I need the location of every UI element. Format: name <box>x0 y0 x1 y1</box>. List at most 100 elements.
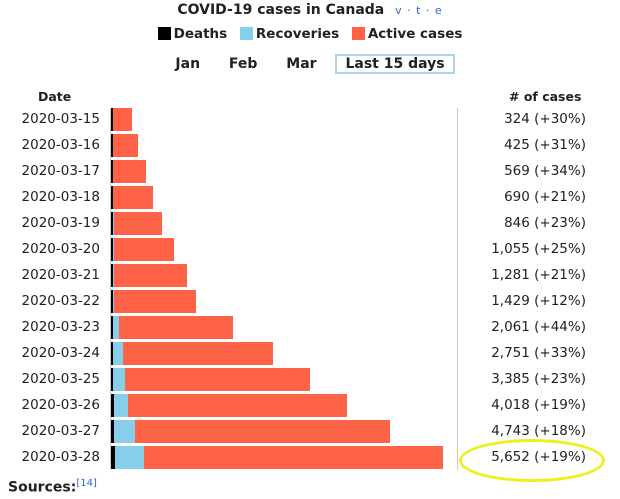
bar-segment-deaths <box>111 264 113 287</box>
count-label-2020-03-17: 569 (+34%) <box>504 163 586 179</box>
legend-deaths: Deaths <box>157 26 228 42</box>
bar-segment-active-cases <box>143 446 443 469</box>
legend-swatch-recoveries <box>239 27 253 40</box>
date-label-2020-03-15: 2020-03-15 <box>21 111 100 127</box>
highlight-circle <box>459 439 605 482</box>
count-label-2020-03-15: 324 (+30%) <box>504 111 586 127</box>
bar-segment-recoveries <box>113 238 114 261</box>
count-label-2020-03-26: 4,018 (+19%) <box>491 397 586 413</box>
cases-column-header: # of cases <box>509 89 582 104</box>
bar-segment-recoveries <box>114 446 144 469</box>
date-label-2020-03-27: 2020-03-27 <box>21 423 100 439</box>
count-label-2020-03-16: 425 (+31%) <box>504 137 586 153</box>
bar-segment-active-cases <box>119 316 233 339</box>
bar-segment-active-cases <box>113 290 196 313</box>
bar-segment-recoveries <box>113 368 125 391</box>
date-label-2020-03-16: 2020-03-16 <box>21 137 100 153</box>
bar-2020-03-20[interactable] <box>111 238 175 261</box>
column-divider <box>457 108 458 470</box>
chart-title: COVID-19 cases in Canada v · t · e <box>0 2 620 18</box>
bar-segment-active-cases <box>128 394 347 417</box>
bar-segment-recoveries <box>113 212 114 235</box>
sources: Sources:[14] <box>8 478 97 496</box>
date-label-2020-03-20: 2020-03-20 <box>21 241 100 257</box>
chart-title-text: COVID-19 cases in Canada <box>177 2 385 18</box>
period-selector: Jan Feb Mar Last 15 days <box>0 54 620 74</box>
bar-segment-active-cases <box>113 134 138 157</box>
legend-label-active: Active cases <box>367 26 463 42</box>
bar-2020-03-25[interactable] <box>111 368 310 391</box>
legend: Deaths Recoveries Active cases <box>0 26 620 42</box>
bar-2020-03-22[interactable] <box>111 290 196 313</box>
count-label-2020-03-19: 846 (+23%) <box>504 215 586 231</box>
bar-segment-active-cases <box>113 212 163 235</box>
date-label-2020-03-21: 2020-03-21 <box>21 267 100 283</box>
period-mar[interactable]: Mar <box>286 56 317 72</box>
bar-segment-deaths <box>111 316 113 339</box>
bar-segment-active-cases <box>113 186 153 209</box>
chart-baseline <box>110 108 111 470</box>
date-column-header: Date <box>38 89 72 104</box>
bar-2020-03-16[interactable] <box>111 134 138 157</box>
count-label-2020-03-24: 2,751 (+33%) <box>491 345 586 361</box>
legend-recoveries: Recoveries <box>239 26 340 42</box>
bar-segment-deaths <box>111 212 113 235</box>
legend-label-deaths: Deaths <box>173 26 228 42</box>
bar-segment-active-cases <box>124 368 310 391</box>
period-feb[interactable]: Feb <box>228 56 258 72</box>
bar-2020-03-19[interactable] <box>111 212 163 235</box>
count-label-2020-03-18: 690 (+21%) <box>504 189 586 205</box>
date-label-2020-03-19: 2020-03-19 <box>21 215 100 231</box>
count-label-2020-03-23: 2,061 (+44%) <box>491 319 586 335</box>
bar-segment-deaths <box>111 342 113 365</box>
legend-label-recoveries: Recoveries <box>255 26 340 42</box>
date-label-2020-03-22: 2020-03-22 <box>21 293 100 309</box>
bar-segment-active-cases <box>122 342 274 365</box>
bar-segment-deaths <box>111 290 113 313</box>
bar-2020-03-15[interactable] <box>111 108 132 131</box>
bar-2020-03-18[interactable] <box>111 186 153 209</box>
bar-segment-active-cases <box>113 238 175 261</box>
count-label-2020-03-20: 1,055 (+25%) <box>491 241 586 257</box>
bar-segment-deaths <box>111 420 114 443</box>
sources-ref-link[interactable]: [14] <box>76 478 97 489</box>
bar-2020-03-28[interactable] <box>111 446 443 469</box>
bar-segment-recoveries <box>113 264 114 287</box>
bar-2020-03-21[interactable] <box>111 264 188 287</box>
bar-segment-deaths <box>111 368 114 391</box>
date-label-2020-03-26: 2020-03-26 <box>21 397 100 413</box>
bar-segment-recoveries <box>113 342 123 365</box>
bar-2020-03-27[interactable] <box>111 420 390 443</box>
count-label-2020-03-22: 1,429 (+12%) <box>491 293 586 309</box>
bar-2020-03-23[interactable] <box>111 316 233 339</box>
vte-links[interactable]: v · t · e <box>395 4 443 17</box>
bar-segment-active-cases <box>113 108 132 131</box>
count-label-2020-03-27: 4,743 (+18%) <box>491 423 586 439</box>
bar-segment-recoveries <box>113 420 136 443</box>
period-jan[interactable]: Jan <box>175 56 201 72</box>
sources-label: Sources: <box>8 479 77 496</box>
legend-active: Active cases <box>351 26 463 42</box>
date-label-2020-03-17: 2020-03-17 <box>21 163 100 179</box>
bar-2020-03-17[interactable] <box>111 160 147 183</box>
bar-segment-deaths <box>111 186 113 209</box>
count-label-2020-03-25: 3,385 (+23%) <box>491 371 586 387</box>
date-label-2020-03-24: 2020-03-24 <box>21 345 100 361</box>
bar-segment-deaths <box>111 394 114 417</box>
date-label-2020-03-23: 2020-03-23 <box>21 319 100 335</box>
count-label-2020-03-21: 1,281 (+21%) <box>491 267 586 283</box>
bar-2020-03-24[interactable] <box>111 342 274 365</box>
bar-2020-03-26[interactable] <box>111 394 347 417</box>
bar-segment-deaths <box>111 108 113 131</box>
bar-segment-recoveries <box>113 394 129 417</box>
legend-swatch-active <box>351 27 365 40</box>
legend-swatch-deaths <box>157 27 171 40</box>
bar-segment-active-cases <box>113 160 147 183</box>
bar-segment-recoveries <box>113 290 114 313</box>
bar-segment-recoveries <box>113 316 120 339</box>
period-last-15-days[interactable]: Last 15 days <box>335 54 455 74</box>
date-label-2020-03-25: 2020-03-25 <box>21 371 100 387</box>
date-label-2020-03-18: 2020-03-18 <box>21 189 100 205</box>
bar-segment-active-cases <box>113 264 188 287</box>
date-label-2020-03-28: 2020-03-28 <box>21 449 100 465</box>
